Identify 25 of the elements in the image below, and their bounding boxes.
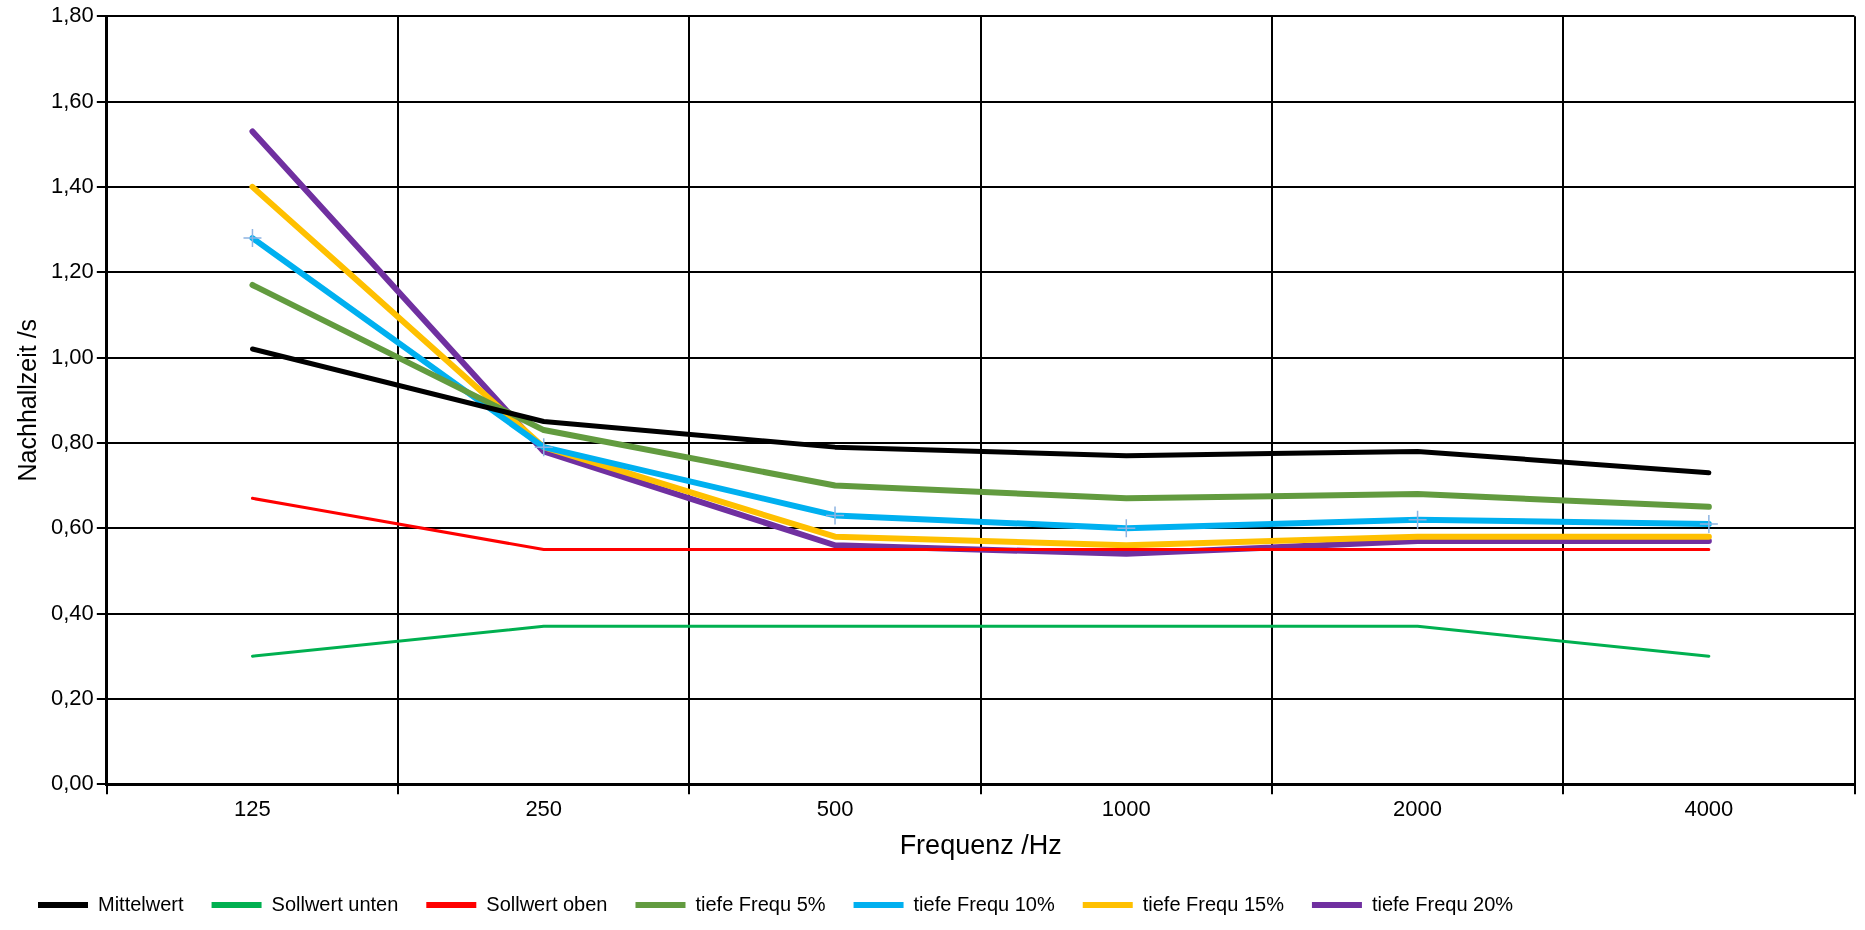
legend-label: tiefe Frequ 15% — [1142, 892, 1285, 915]
y-tick-label: 1,40 — [50, 172, 94, 198]
x-axis-title: Frequenz /Hz — [899, 830, 1062, 861]
y-tick-label: 0,00 — [50, 770, 94, 796]
y-tick-label: 0,60 — [50, 514, 94, 540]
legend-label: tiefe Frequ 10% — [913, 892, 1055, 915]
y-tick-label: 1,80 — [50, 2, 94, 28]
x-tick-label: 4000 — [1684, 796, 1734, 822]
x-tick-label: 250 — [525, 796, 563, 822]
x-tick-label: 125 — [234, 796, 271, 822]
y-tick-label: 0,40 — [50, 599, 94, 625]
legend-label: Sollwert oben — [486, 892, 608, 915]
x-tick-label: 1000 — [1101, 796, 1151, 822]
legend-label: Mittelwert — [98, 892, 185, 915]
legend-label: tiefe Frequ 20% — [1371, 892, 1514, 915]
x-tick-label: 500 — [816, 796, 854, 822]
y-tick-label: 0,20 — [50, 684, 94, 710]
legend-label: tiefe Frequ 5% — [695, 892, 826, 915]
x-tick-label: 2000 — [1393, 796, 1443, 822]
y-tick-label: 1,00 — [50, 343, 94, 369]
legend-label: Sollwert unten — [271, 892, 399, 915]
y-axis-title: Nachhallzeit /s — [12, 318, 41, 482]
y-tick-label: 1,20 — [50, 258, 94, 284]
y-tick-label: 1,60 — [50, 87, 94, 113]
y-tick-label: 0,80 — [50, 428, 94, 454]
